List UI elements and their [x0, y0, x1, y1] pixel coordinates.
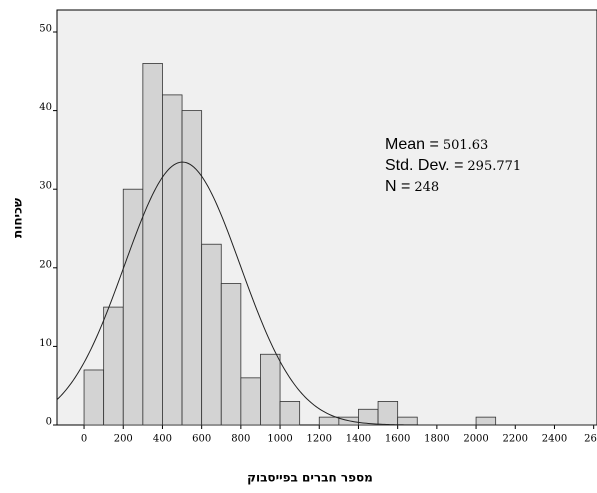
bar: [377, 401, 399, 426]
x-axis-label: מספר חברים בפייסבוק: [247, 471, 373, 485]
bar: [103, 306, 124, 426]
x-tick-label: 0: [81, 434, 87, 445]
bar: [181, 110, 203, 426]
bar: [201, 243, 222, 426]
y-tick-label: 0: [46, 417, 52, 428]
y-tick-label: 10: [39, 338, 52, 349]
y-tick-label: 50: [39, 24, 52, 35]
y-tick-label: 20: [39, 259, 52, 270]
x-tick-label: 260: [584, 434, 597, 445]
stat-value: 295.771: [467, 159, 521, 174]
x-tick-label: 2200: [503, 434, 528, 445]
stat-name: Mean =: [385, 136, 439, 153]
bar: [475, 416, 497, 426]
stat-label: N = 248: [385, 178, 439, 195]
bar: [162, 94, 183, 426]
y-tick-label: 30: [39, 181, 52, 192]
stat-label: Std. Dev. = 295.771: [385, 157, 521, 174]
bar: [240, 377, 261, 426]
bar: [318, 416, 340, 426]
bar: [142, 63, 163, 426]
normal-curve: [56, 161, 597, 426]
x-tick-label: 600: [192, 434, 211, 445]
x-tick-label: 1600: [385, 434, 410, 445]
stat-name: N =: [385, 178, 410, 195]
bar: [397, 416, 418, 426]
bar: [220, 283, 242, 426]
stat-value: 248: [414, 180, 439, 195]
stat-label: Mean = 501.63: [385, 136, 488, 153]
x-tick-label: 1200: [307, 434, 332, 445]
x-tick-label: 2000: [463, 434, 488, 445]
y-axis-label: שכיחות: [11, 198, 25, 238]
x-tick-label: 200: [114, 434, 133, 445]
bar: [83, 369, 105, 426]
x-tick-label: 2400: [542, 434, 567, 445]
x-tick-label: 800: [231, 434, 250, 445]
x-tick-label: 1000: [267, 434, 292, 445]
stat-name: Std. Dev. =: [385, 157, 463, 174]
x-tick-label: 1800: [424, 434, 449, 445]
bar: [260, 353, 281, 426]
stat-value: 501.63: [443, 138, 489, 153]
bar: [279, 401, 301, 426]
x-tick-label: 400: [153, 434, 172, 445]
y-tick-label: 40: [39, 102, 52, 113]
x-tick-label: 1400: [346, 434, 371, 445]
